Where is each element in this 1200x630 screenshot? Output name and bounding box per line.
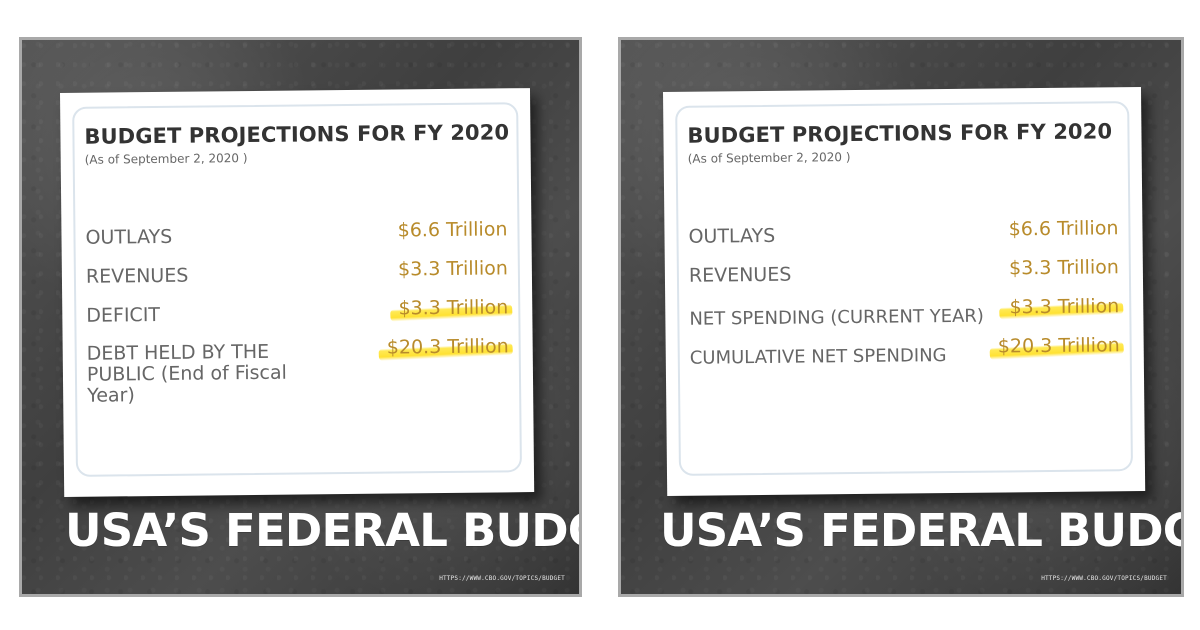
right-footer-title: USA’S FEDERAL BUDGET: [660, 504, 1181, 557]
left-row-value-debt: $20.3 Trillion: [386, 335, 509, 359]
right-row-value-outlays: $6.6 Trillion: [1008, 217, 1119, 241]
left-debt-label-line-3: Year): [87, 384, 135, 407]
right-row-label-revenues: REVENUES: [688, 263, 792, 287]
left-budget-card: BUDGET PROJECTIONS FOR FY 2020 (As of Se…: [60, 88, 535, 497]
right-row-value-net-spending-current-year: $3.3 Trillion: [1009, 295, 1120, 319]
left-row-label-outlays: OUTLAYS: [85, 225, 173, 249]
right-row-value-cumulative-net-spending: $20.3 Trillion: [997, 334, 1120, 358]
right-budget-card: BUDGET PROJECTIONS FOR FY 2020 (As of Se…: [663, 86, 1146, 496]
left-row-label-deficit: DEFICIT: [86, 303, 161, 327]
left-as-of-date: (As of September 2, 2020 ): [84, 151, 248, 167]
right-source-url: HTTPS://WWW.CBO.GOV/TOPICS/BUDGET: [1041, 575, 1167, 582]
left-budget-panel: BUDGET PROJECTIONS FOR FY 2020 (As of Se…: [19, 37, 582, 597]
left-card-title: BUDGET PROJECTIONS FOR FY 2020: [84, 120, 510, 149]
right-row-label-net-spending-current-year: NET SPENDING (CURRENT YEAR): [689, 305, 985, 330]
left-row-value-revenues: $3.3 Trillion: [397, 257, 508, 281]
left-row-value-deficit: $3.3 Trillion: [398, 296, 509, 320]
left-footer-title: USA’S FEDERAL BUDGET: [65, 504, 579, 557]
left-row-label-debt: DEBT HELD BY THE PUBLIC (End of Fiscal Y…: [86, 341, 288, 407]
left-row-value-outlays: $6.6 Trillion: [397, 218, 508, 242]
left-source-url: HTTPS://WWW.CBO.GOV/TOPICS/BUDGET: [439, 575, 565, 582]
left-debt-label-line-2: PUBLIC (End of Fiscal: [86, 361, 287, 386]
left-row-label-revenues: REVENUES: [85, 264, 189, 288]
right-as-of-date: (As of September 2, 2020 ): [687, 150, 851, 166]
right-row-label-cumulative-net-spending: CUMULATIVE NET SPENDING: [689, 345, 947, 369]
right-budget-panel: BUDGET PROJECTIONS FOR FY 2020 (As of Se…: [618, 37, 1184, 597]
right-card-title: BUDGET PROJECTIONS FOR FY 2020: [687, 119, 1113, 148]
right-row-value-revenues: $3.3 Trillion: [1008, 256, 1119, 280]
right-row-label-outlays: OUTLAYS: [688, 224, 776, 248]
